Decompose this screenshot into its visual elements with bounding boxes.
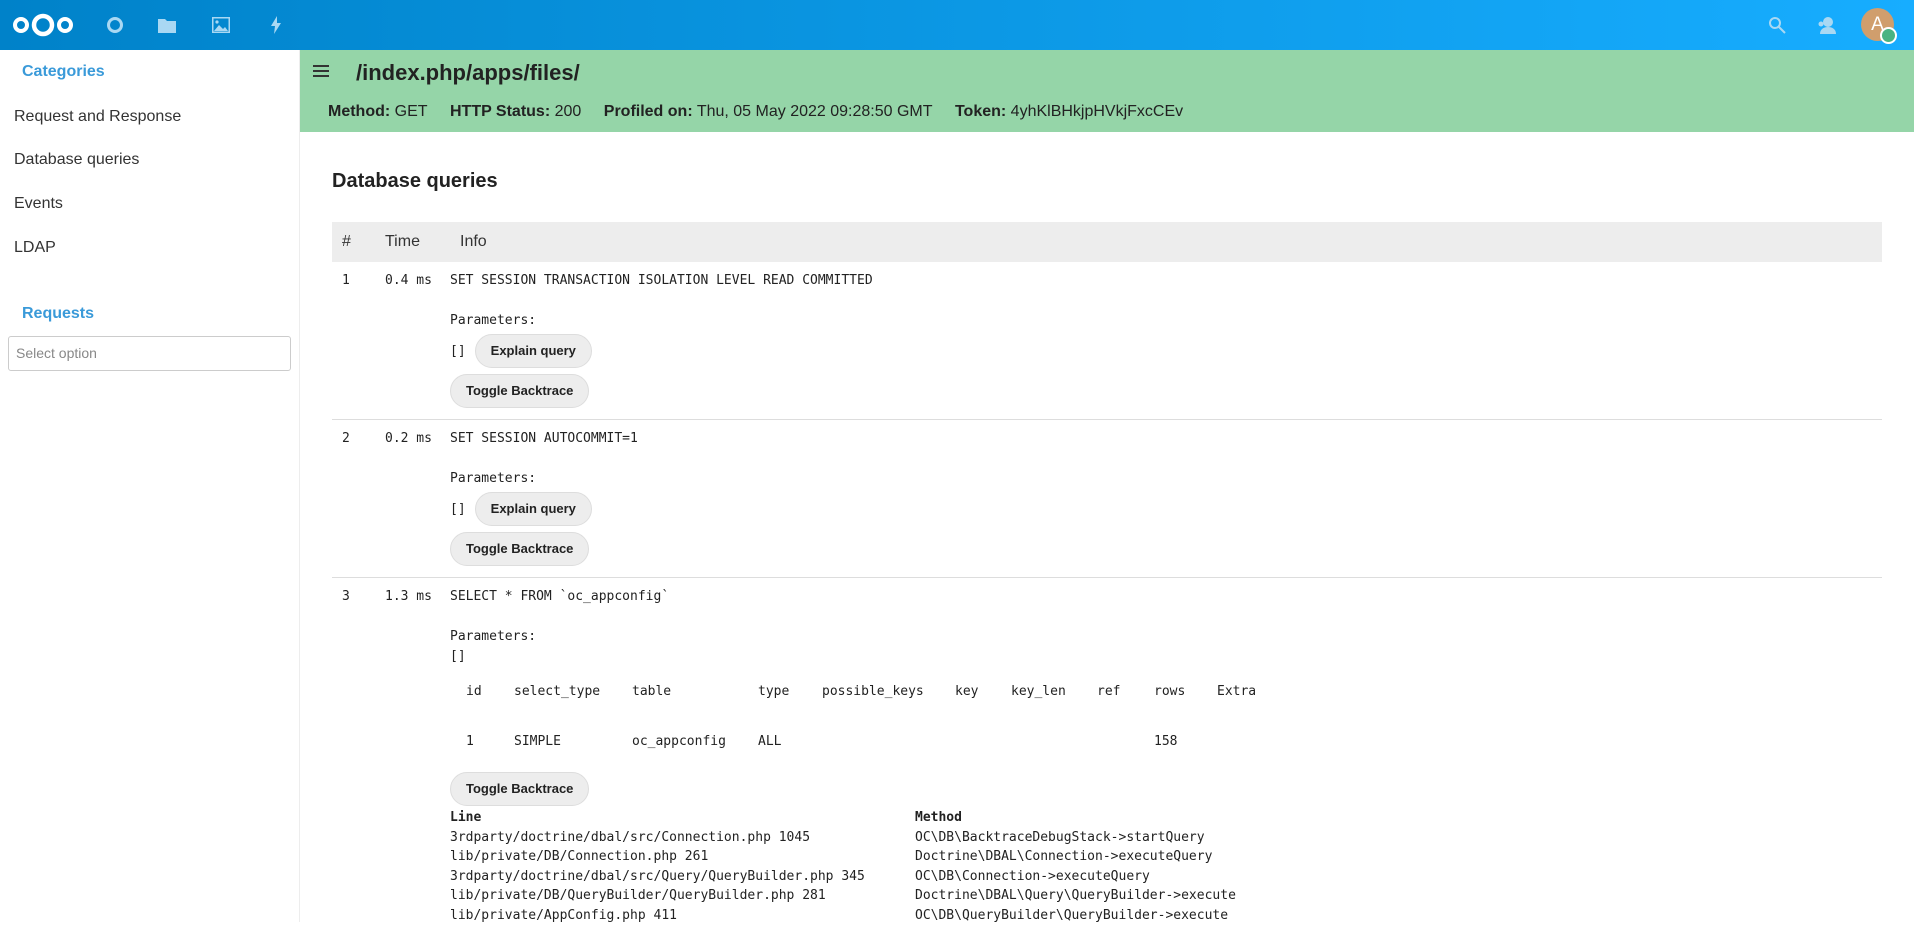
- backtrace-row: 3rdparty/doctrine/dbal/src/Query/QueryBu…: [450, 867, 1315, 887]
- backtrace-line: lib/private/AppConfig.php 411: [450, 906, 915, 926]
- explain-header: id: [450, 679, 514, 703]
- explain-cell: [1097, 703, 1154, 750]
- sidebar: Categories Request and Response Database…: [0, 50, 300, 922]
- files-icon[interactable]: [155, 13, 179, 37]
- sidebar-item-events[interactable]: Events: [14, 192, 284, 216]
- toggle-backtrace-button[interactable]: Toggle Backtrace: [450, 772, 589, 806]
- table-row: 3 1.3 ms SELECT * FROM `oc_appconfig` Pa…: [332, 578, 1882, 936]
- request-select[interactable]: Select option: [8, 336, 291, 371]
- explain-header: select_type: [514, 679, 632, 703]
- parameters-value: []: [450, 344, 466, 359]
- explain-header: key: [955, 679, 1011, 703]
- parameters-label: Parameters:: [450, 470, 1882, 487]
- search-icon[interactable]: [1765, 13, 1789, 37]
- status-indicator: [1880, 27, 1897, 44]
- backtrace-header-method: Method: [915, 808, 1315, 828]
- explain-header: ref: [1097, 679, 1154, 703]
- sidebar-item-database-queries[interactable]: Database queries: [14, 148, 284, 172]
- col-number: #: [332, 222, 375, 262]
- contacts-icon[interactable]: [1815, 13, 1839, 37]
- parameters-value: []: [450, 648, 1882, 665]
- toggle-backtrace-button[interactable]: Toggle Backtrace: [450, 532, 589, 566]
- method: Method: GET: [328, 103, 428, 120]
- explain-cell: [822, 703, 955, 750]
- parameters-label: Parameters:: [450, 312, 1882, 329]
- parameters-label: Parameters:: [450, 628, 1882, 645]
- backtrace-method: OC\DB\QueryBuilder\QueryBuilder->execute: [915, 906, 1315, 926]
- token: Token: 4yhKlBHkjpHVkjFxcCEv: [955, 103, 1183, 120]
- explain-cell: ALL: [758, 703, 822, 750]
- activity-icon[interactable]: [264, 13, 288, 37]
- backtrace-method: OC\DB\Connection->executeQuery: [915, 867, 1315, 887]
- explain-row: 1 SIMPLE oc_appconfig ALL 158: [450, 703, 1297, 750]
- toggle-backtrace-button[interactable]: Toggle Backtrace: [450, 374, 589, 408]
- backtrace-method: Doctrine\DBAL\Query\QueryBuilder->execut…: [915, 886, 1315, 906]
- main-content: Database queries # Time Info 1 0.4 ms SE…: [332, 132, 1882, 936]
- explain-header: Extra: [1217, 679, 1297, 703]
- backtrace-row: 3rdparty/doctrine/dbal/src/Connection.ph…: [450, 828, 1315, 848]
- explain-cell: [955, 703, 1011, 750]
- table-row: 1 0.4 ms SET SESSION TRANSACTION ISOLATI…: [332, 262, 1882, 420]
- explain-header: type: [758, 679, 822, 703]
- query-number: 2: [332, 420, 375, 578]
- queries-table: # Time Info 1 0.4 ms SET SESSION TRANSAC…: [332, 222, 1882, 936]
- col-info: Info: [450, 222, 1882, 262]
- top-bar: A: [0, 0, 1914, 50]
- explain-cell: [1217, 703, 1297, 750]
- profile-meta: Method: GET HTTP Status: 200 Profiled on…: [328, 103, 1201, 121]
- col-time: Time: [375, 222, 450, 262]
- explain-cell: SIMPLE: [514, 703, 632, 750]
- backtrace-line: 3rdparty/doctrine/dbal/src/Query/QueryBu…: [450, 867, 915, 887]
- explain-cell: 158: [1154, 703, 1217, 750]
- requests-title: Requests: [22, 305, 94, 323]
- parameters-value: []: [450, 502, 466, 517]
- backtrace-line: lib/private/DB/Connection.php 261: [450, 847, 915, 867]
- sidebar-item-ldap[interactable]: LDAP: [14, 236, 284, 260]
- backtrace-line: 3rdparty/doctrine/dbal/src/Connection.ph…: [450, 828, 915, 848]
- sidebar-item-request-response[interactable]: Request and Response: [14, 105, 284, 129]
- table-header: # Time Info: [332, 222, 1882, 262]
- query-number: 1: [332, 262, 375, 420]
- backtrace-method: OC\DB\BacktraceDebugStack->startQuery: [915, 828, 1315, 848]
- section-heading: Database queries: [332, 169, 1882, 193]
- dashboard-icon[interactable]: [103, 13, 127, 37]
- query-time: 0.4 ms: [375, 262, 450, 420]
- profile-header: /index.php/apps/files/ Method: GET HTTP …: [300, 50, 1914, 132]
- explain-cell: 1: [450, 703, 514, 750]
- explain-query-button[interactable]: Explain query: [475, 492, 592, 526]
- explain-cell: [1011, 703, 1097, 750]
- profiled-on: Profiled on: Thu, 05 May 2022 09:28:50 G…: [604, 103, 933, 120]
- query-sql: SET SESSION AUTOCOMMIT=1: [450, 430, 1882, 447]
- explain-header-row: id select_type table type possible_keys …: [450, 679, 1297, 703]
- photos-icon[interactable]: [209, 13, 233, 37]
- explain-cell: oc_appconfig: [632, 703, 758, 750]
- explain-header: rows: [1154, 679, 1217, 703]
- backtrace-method: Doctrine\DBAL\Connection->executeQuery: [915, 847, 1315, 867]
- explain-query-button[interactable]: Explain query: [475, 334, 592, 368]
- query-time: 0.2 ms: [375, 420, 450, 578]
- query-sql: SELECT * FROM `oc_appconfig`: [450, 588, 1882, 605]
- query-sql: SET SESSION TRANSACTION ISOLATION LEVEL …: [450, 272, 1882, 289]
- nextcloud-logo[interactable]: [12, 12, 74, 38]
- page-title: /index.php/apps/files/: [356, 60, 580, 86]
- explain-table: id select_type table type possible_keys …: [450, 679, 1297, 750]
- backtrace-header-line: Line: [450, 808, 915, 828]
- explain-header: key_len: [1011, 679, 1097, 703]
- http-status: HTTP Status: 200: [450, 103, 581, 120]
- explain-header: possible_keys: [822, 679, 955, 703]
- query-time: 1.3 ms: [375, 578, 450, 936]
- explain-header: table: [632, 679, 758, 703]
- categories-title: Categories: [22, 63, 105, 81]
- menu-toggle-icon[interactable]: [313, 65, 329, 79]
- backtrace-row: lib/private/DB/QueryBuilder/QueryBuilder…: [450, 886, 1315, 906]
- query-number: 3: [332, 578, 375, 936]
- backtrace-line: lib/private/DB/QueryBuilder/QueryBuilder…: [450, 886, 915, 906]
- table-row: 2 0.2 ms SET SESSION AUTOCOMMIT=1 Parame…: [332, 420, 1882, 578]
